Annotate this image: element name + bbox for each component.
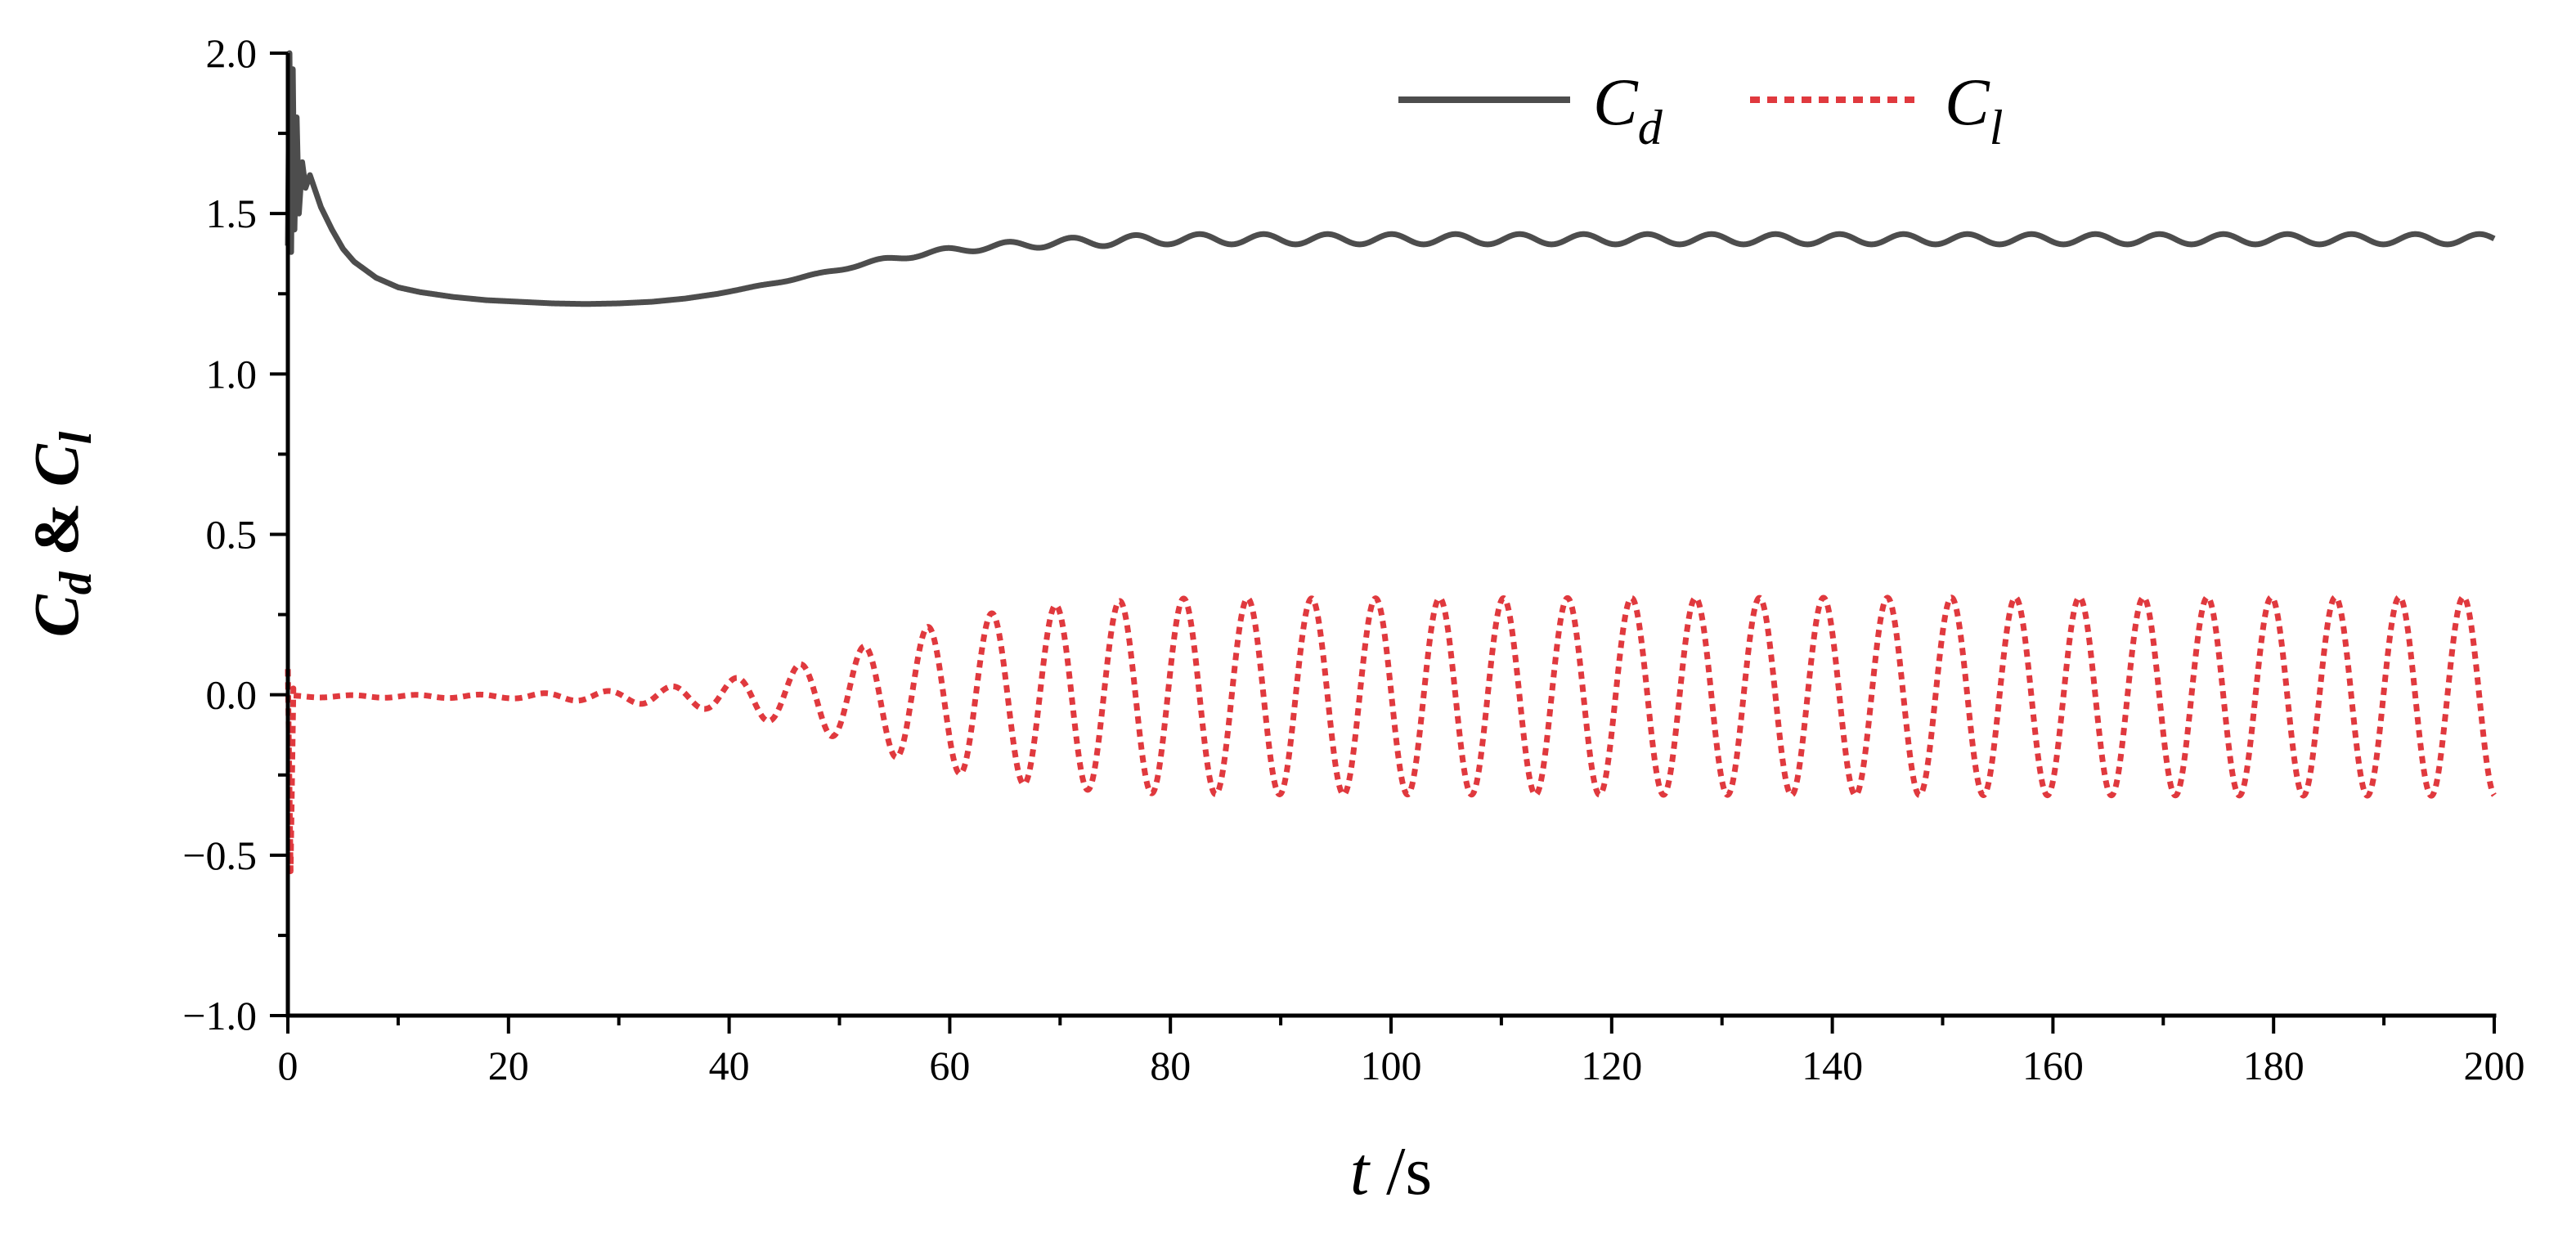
series-cl-line xyxy=(285,594,2497,874)
y-tick-label: −1.0 xyxy=(182,993,257,1038)
x-tick-label: 120 xyxy=(1581,1043,1642,1088)
labels-layer: 0 20 40 60 80 100 120 140 160 180 200 −1.0 −0.5 0.0 0.… xyxy=(20,30,2525,1209)
x-tick-label: 200 xyxy=(2464,1043,2525,1088)
y-tick-label: 0.0 xyxy=(206,672,258,718)
legend-label-cd: Cd xyxy=(1593,65,1663,155)
x-tick-label: 0 xyxy=(278,1043,298,1088)
series-cd-line xyxy=(285,50,2497,307)
y-tick-label: 1.5 xyxy=(206,191,258,236)
y-tick-label: 1.0 xyxy=(206,351,258,397)
y-tick-label: 0.5 xyxy=(206,512,258,558)
x-tick-label: 140 xyxy=(1802,1043,1863,1088)
y-tick-label: −0.5 xyxy=(182,832,257,878)
y-axis-var2: C xyxy=(20,443,92,487)
y-axis-title-text: Cd & Cl xyxy=(20,431,101,637)
x-tick-label: 80 xyxy=(1150,1043,1191,1088)
legend-var: C xyxy=(1593,65,1639,139)
x-axis-title: t /s xyxy=(1350,1133,1432,1209)
legend-label-cl: Cl xyxy=(1945,65,2003,155)
legend-var: C xyxy=(1945,65,1990,139)
x-tick-label: 100 xyxy=(1361,1043,1422,1088)
x-tick-label: 60 xyxy=(929,1043,970,1088)
x-tick-label: 40 xyxy=(709,1043,750,1088)
y-axis-var1: C xyxy=(20,594,92,637)
x-tick-label: 180 xyxy=(2243,1043,2304,1088)
x-tick-label: 20 xyxy=(488,1043,529,1088)
legend-sub: l xyxy=(1990,101,2004,155)
x-axis-variable: t xyxy=(1350,1133,1386,1209)
legend-sub: d xyxy=(1638,101,1663,155)
legend: Cd Cl xyxy=(1398,65,2003,155)
y-tick-label: 2.0 xyxy=(206,30,258,76)
y-axis-sub2: l xyxy=(51,431,101,444)
series-layer xyxy=(285,50,2497,874)
axes-layer xyxy=(285,53,2497,1018)
ticks-layer xyxy=(270,52,2496,1034)
x-axis-unit: /s xyxy=(1386,1133,1432,1209)
y-axis-sub1: d xyxy=(51,571,101,594)
y-axis-amp: & xyxy=(20,487,92,572)
y-axis-title: Cd & Cl xyxy=(20,431,101,637)
x-tick-label: 160 xyxy=(2022,1043,2084,1088)
